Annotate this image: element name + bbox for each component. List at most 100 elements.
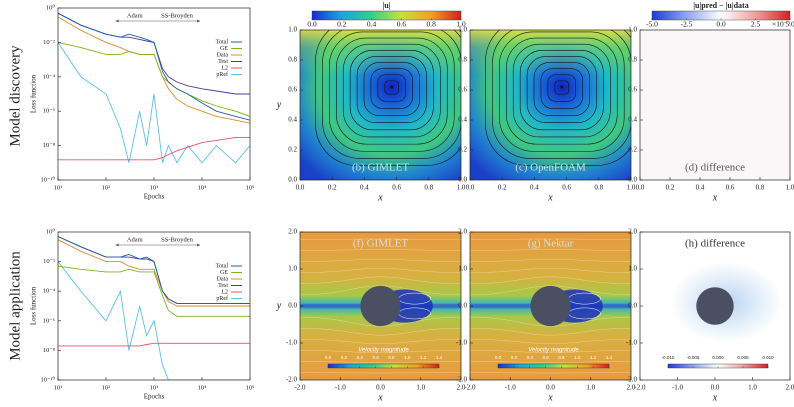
colorbar-tick-label: 5.0	[785, 20, 794, 29]
streamline	[526, 56, 597, 124]
x-tick-label: -1.0	[505, 384, 517, 392]
plot-frame	[57, 231, 251, 381]
y-tick-label: 0.6	[288, 86, 297, 94]
streamline	[554, 80, 570, 95]
streamline	[349, 49, 434, 131]
panel-label: (g) Nektar	[528, 238, 574, 250]
colorbar-tick-label: -5.0	[646, 20, 658, 29]
x-tick-label: 0.0	[466, 184, 475, 192]
streamline	[470, 327, 631, 336]
y-tick-label: 0.8	[628, 56, 637, 64]
colorbar-label: |u|	[383, 1, 391, 10]
x-tick-label: 0.0	[376, 384, 385, 392]
streamline	[492, 30, 631, 159]
y-tick-label: 10⁻⁸	[43, 142, 56, 149]
x-tick-label: 10⁴	[198, 384, 208, 391]
y-tick-label: -1.0	[456, 339, 468, 347]
x-tick-label: 0.4	[530, 184, 539, 192]
annotation: SS-Broyden	[161, 236, 194, 243]
field-lid	[470, 30, 631, 180]
cylinder	[360, 285, 401, 327]
cylinder	[530, 285, 571, 327]
y-tick-label: -1.0	[286, 339, 298, 347]
streamline	[547, 74, 576, 102]
row-label: Model discovery	[7, 45, 23, 147]
series-group	[58, 236, 250, 380]
loss-line	[58, 136, 250, 161]
panel-label: (f) GIMLET	[353, 238, 409, 250]
field-panel: (h) difference Difference in magU -0.010 -0…	[626, 228, 794, 404]
streamline	[300, 249, 461, 251]
colorbar	[327, 363, 440, 369]
annotation: SS-Broyden	[161, 12, 194, 19]
loss-line	[58, 342, 250, 347]
field-lid	[300, 30, 461, 180]
colorbar-tick-label: -0.005	[687, 355, 700, 360]
streamline	[315, 30, 461, 166]
colorbar-tick-label: 0.010	[762, 355, 774, 360]
x-tick-label: 0.2	[666, 184, 675, 192]
y-tick-label: 0.2	[628, 146, 637, 154]
y-tick-label: 10⁻⁶	[43, 108, 55, 115]
colorbar-tick-label: 0.2	[337, 20, 347, 29]
panel-label: (d) difference	[685, 162, 745, 174]
x-tick-label: 2.0	[786, 384, 794, 392]
colorbar	[311, 10, 462, 21]
colorbar-tick-label: 0.2	[511, 355, 518, 360]
plot-frame	[299, 29, 462, 181]
panel-label: (b) GIMLET	[352, 162, 409, 174]
x-tick-label: 0.0	[296, 184, 305, 192]
x-tick-label: 1.0	[586, 384, 595, 392]
streamline	[335, 37, 448, 145]
x-tick-label: 1.0	[416, 384, 425, 392]
streamline	[470, 339, 631, 344]
y-tick-label: 10⁻⁴	[43, 73, 56, 80]
y-tick-label: 0.0	[458, 176, 467, 184]
x-tick-label: 10⁵	[246, 184, 255, 191]
x-axis-label: x	[547, 392, 553, 403]
y-axis-label: y	[276, 99, 282, 110]
panel-label: (h) difference	[685, 238, 745, 250]
loss-chart: 10¹ 10² 10³ 10⁴ 10⁵ 10⁻¹⁰ 10⁻⁸ 10⁻⁶ 10⁻⁴ 10⁻² 10⁰ E…	[30, 3, 255, 200]
y-tick-label: 0.0	[288, 302, 297, 310]
streamline	[356, 56, 427, 124]
x-tick-label: 0.4	[360, 184, 369, 192]
x-tick-label: 10²	[102, 384, 111, 391]
legend-label: L2	[221, 289, 228, 295]
x-tick-label: 10⁴	[198, 184, 208, 191]
colorbar-tick-label: 0.8	[427, 20, 437, 29]
y-tick-label: -2.0	[286, 376, 298, 384]
streamline	[300, 361, 461, 363]
colorbar-tick-label: 0.0	[716, 20, 726, 29]
colorbar-tick-label: 1.2	[590, 355, 597, 360]
x-tick-label: -1.0	[335, 384, 347, 392]
colorbar-label: Velocity magnitude	[358, 348, 409, 354]
streamline	[512, 43, 611, 138]
streamline	[300, 316, 461, 327]
legend-label: L2	[221, 65, 228, 71]
streamline	[300, 327, 461, 336]
loss-line	[58, 42, 250, 164]
streamline	[384, 80, 400, 95]
colorbar-tick-label: 1.0	[404, 355, 411, 360]
y-tick-label: 10⁰	[46, 227, 56, 235]
arrow-head	[115, 243, 119, 247]
arrow-head	[197, 243, 201, 247]
plot-frame	[639, 231, 791, 381]
x-tick-label: -2.0	[634, 384, 646, 392]
colorbar-tick-label: 0.005	[737, 355, 749, 360]
x-tick-label: 0.8	[594, 184, 603, 192]
colorbar-label: |u|pred − |u|data	[693, 1, 748, 10]
y-tick-label: 10⁻⁸	[43, 347, 56, 354]
x-tick-label: 10¹	[54, 384, 63, 391]
field-image	[470, 30, 631, 180]
streamline	[470, 350, 631, 354]
vortex-center	[560, 85, 564, 89]
streamline	[322, 30, 461, 159]
y-tick-label: 1.0	[288, 26, 297, 34]
y-tick-label: 1.0	[458, 26, 467, 34]
field-background	[640, 30, 790, 180]
streamline	[470, 258, 631, 262]
y-tick-label: -2.0	[626, 376, 638, 384]
